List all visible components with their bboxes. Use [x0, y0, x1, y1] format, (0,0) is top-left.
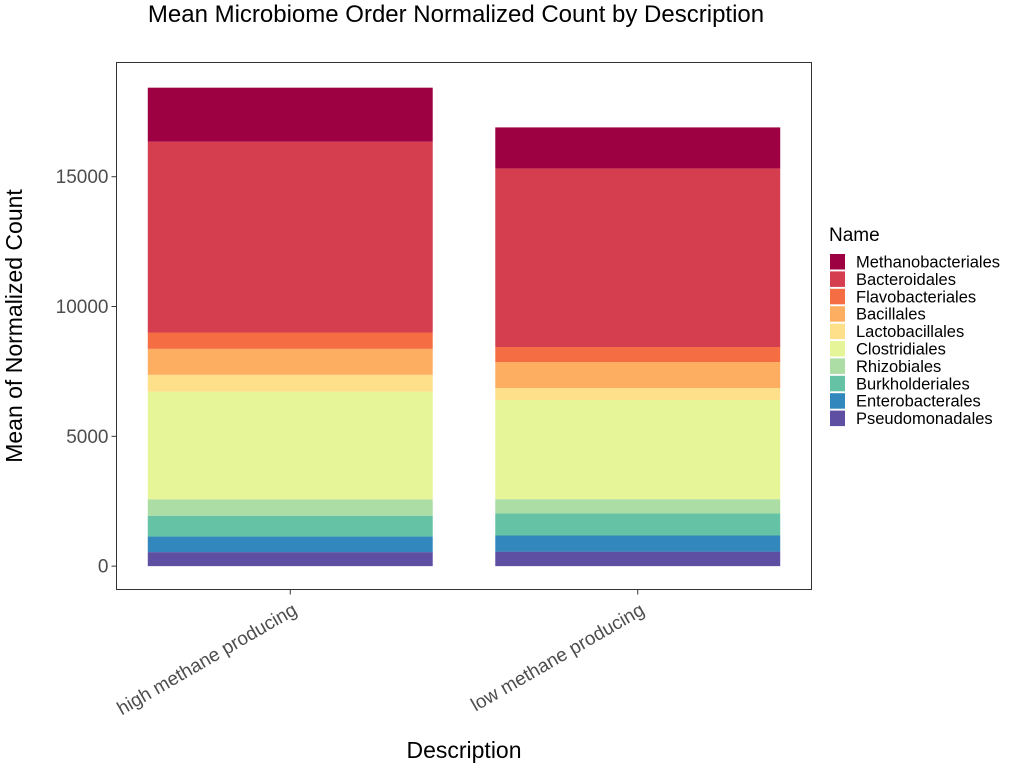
legend-label-bacillales: Bacillales	[856, 306, 926, 324]
plot-panel-border	[116, 62, 812, 590]
bar-segment-high-clostridiales	[147, 391, 433, 500]
legend-label-flavobacteriales: Flavobacteriales	[856, 288, 976, 306]
bar-segment-high-lactobacillales	[147, 374, 433, 392]
legend-swatch-methanobacteriales	[830, 254, 845, 270]
bars-layer	[147, 87, 781, 567]
bar-segment-high-enterobacterales	[147, 536, 433, 553]
y-tick-label: 0	[98, 557, 109, 578]
bar-segment-low-pseudomonadales	[495, 551, 781, 567]
bar-segment-low-bacillales	[495, 362, 781, 389]
legend-swatch-enterobacterales	[830, 393, 845, 409]
x-axis-title: Description	[406, 737, 521, 763]
legend-label-clostridiales: Clostridiales	[856, 341, 946, 359]
y-axis-title: Mean of Normalized Count	[1, 189, 27, 463]
bar-segment-low-enterobacterales	[495, 535, 781, 552]
y-axis: 0 5000 10000 15000	[56, 167, 117, 578]
legend-swatch-bacteroidales	[830, 271, 845, 287]
bar-segment-high-bacteroidales	[147, 141, 433, 333]
bar-segment-high-flavobacteriales	[147, 332, 433, 349]
legend-label-bacteroidales: Bacteroidales	[856, 271, 956, 289]
bar-segment-high-pseudomonadales	[147, 552, 433, 567]
legend-title: Name	[829, 225, 880, 246]
bar-segment-low-flavobacteriales	[495, 347, 781, 363]
legend-label-methanobacteriales: Methanobacteriales	[856, 254, 1000, 272]
legend: Name MethanobacterialesBacteroidalesFlav…	[829, 225, 1000, 428]
legend-label-enterobacterales: Enterobacterales	[856, 393, 981, 411]
y-tick-label: 15000	[56, 167, 109, 188]
bar-segment-low-methanobacteriales	[495, 127, 781, 169]
x-tick-label: high methane producing	[114, 600, 301, 720]
bar-segment-high-rhizobiales	[147, 499, 433, 516]
legend-swatch-rhizobiales	[830, 358, 845, 374]
chart-title: Mean Microbiome Order Normalized Count b…	[148, 1, 764, 28]
x-axis: high methane producing low methane produc…	[114, 589, 649, 720]
bar-segment-low-bacteroidales	[495, 168, 781, 348]
legend-swatch-lactobacillales	[830, 323, 845, 340]
legend-label-rhizobiales: Rhizobiales	[856, 358, 941, 376]
bar-segment-low-lactobacillales	[495, 388, 781, 400]
x-tick-label: low methane producing	[468, 600, 649, 716]
legend-items: MethanobacterialesBacteroidalesFlavobact…	[830, 254, 1000, 428]
legend-swatch-pseudomonadales	[830, 410, 845, 427]
bar-segment-high-burkholderiales	[147, 515, 433, 537]
legend-label-pseudomonadales: Pseudomonadales	[856, 410, 993, 428]
bar-segment-high-bacillales	[147, 348, 433, 375]
legend-swatch-flavobacteriales	[830, 288, 845, 305]
y-tick-label: 5000	[66, 427, 108, 448]
legend-label-lactobacillales: Lactobacillales	[856, 323, 964, 341]
bar-segment-low-burkholderiales	[495, 513, 781, 536]
legend-swatch-clostridiales	[830, 341, 845, 357]
legend-swatch-bacillales	[830, 306, 845, 322]
legend-swatch-burkholderiales	[830, 375, 845, 392]
bar-segment-high-methanobacteriales	[147, 87, 433, 142]
legend-label-burkholderiales: Burkholderiales	[856, 375, 970, 393]
bar-segment-low-clostridiales	[495, 399, 781, 500]
y-tick-label: 10000	[56, 297, 109, 318]
bar-segment-low-rhizobiales	[495, 499, 781, 514]
